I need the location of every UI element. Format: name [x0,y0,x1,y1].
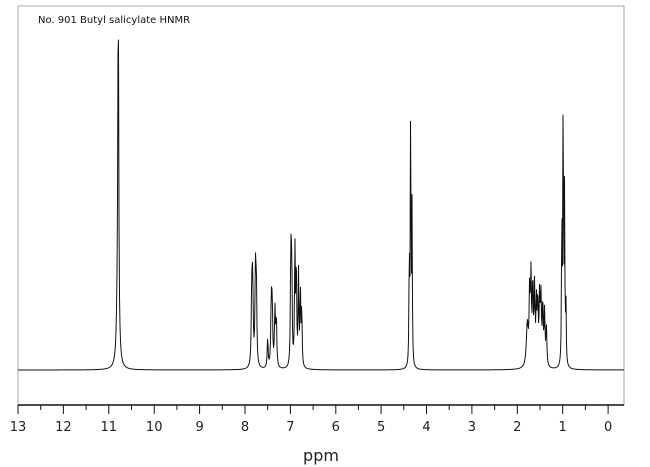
x-axis-title: ppm [303,446,339,465]
x-axis-tick-labels: 13 12 11 10 9 8 7 6 5 4 3 2 1 0 [10,420,613,435]
x-tick-label: 10 [146,420,163,435]
x-tick-label: 8 [241,420,249,435]
x-tick-label: 3 [468,420,476,435]
x-axis-ticks [17,405,609,414]
x-tick-label: 6 [332,420,340,435]
x-tick-label: 5 [377,420,385,435]
spectrum-line [18,39,624,371]
x-tick-label: 12 [55,420,72,435]
x-tick-label: 9 [195,420,203,435]
x-tick-label: 13 [10,420,27,435]
x-tick-label: 0 [604,420,612,435]
x-tick-label: 2 [513,420,521,435]
x-tick-label: 1 [559,420,567,435]
x-tick-label: 4 [422,420,430,435]
chart-title: No. 901 Butyl salicylate HNMR [38,15,190,26]
plot-frame [17,5,625,406]
x-tick-label: 7 [286,420,294,435]
x-tick-label: 11 [101,420,118,435]
